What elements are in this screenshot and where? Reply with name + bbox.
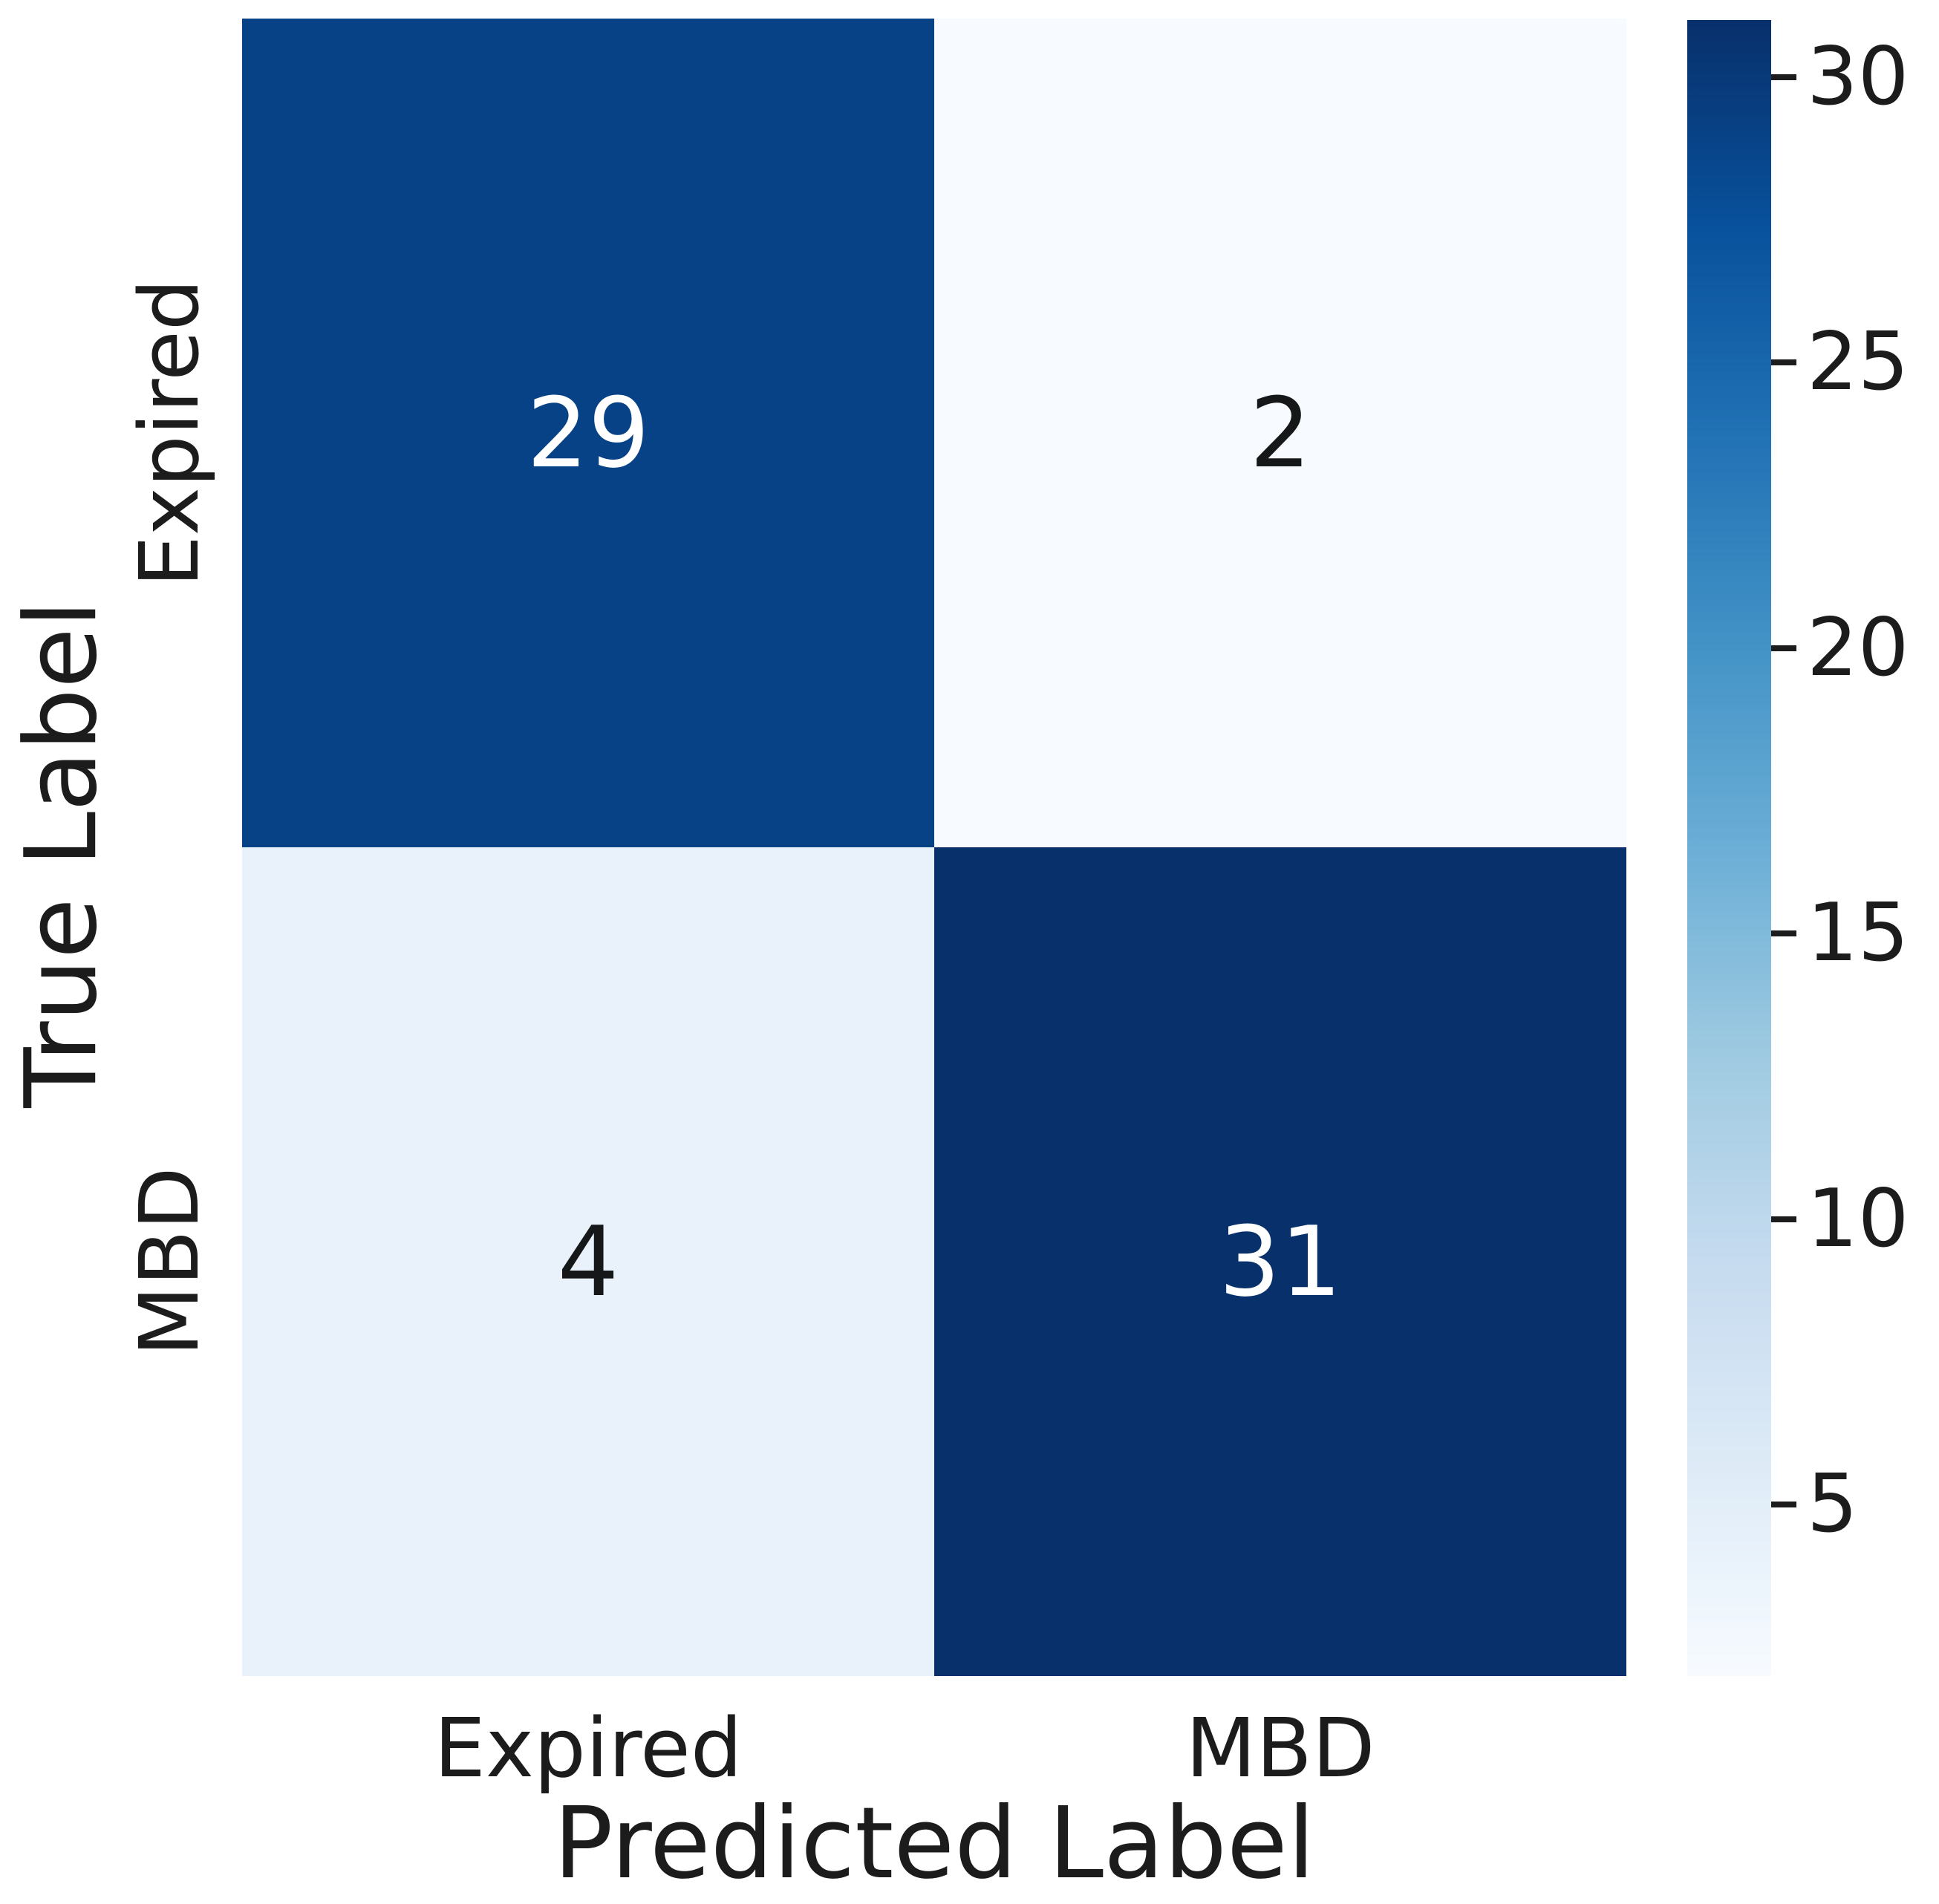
cell-annotation: 29 [527,376,650,489]
colorbar-tick-mark [1771,1502,1796,1508]
colorbar-tick-mark [1771,1216,1796,1222]
x-tick-label-mbd: MBD [1185,1701,1375,1796]
colorbar-tick-25: 25 [1771,322,1909,402]
heatmap-cell-expired-expired: 29 [242,19,934,847]
colorbar-tick-label: 25 [1807,316,1909,409]
x-axis-title: Predicted Label [553,1787,1315,1901]
heatmap-cell-expired-mbd: 2 [934,19,1626,847]
colorbar-tick-mark [1771,359,1796,366]
colorbar-tick-mark [1771,645,1796,651]
colorbar [1687,20,1771,1676]
colorbar-tick-container: 30 25 20 15 10 5 [1771,20,1939,1676]
colorbar-tick-label: 10 [1807,1172,1909,1265]
colorbar-tick-10: 10 [1771,1172,1909,1265]
colorbar-tick-5: 5 [1771,1464,1858,1545]
colorbar-tick-mark [1771,74,1796,80]
colorbar-tick-15: 15 [1771,893,1909,974]
y-tick-label-mbd: MBD [122,1167,217,1357]
colorbar-tick-label: 30 [1807,30,1909,123]
x-tick-label-expired: Expired [434,1701,743,1796]
cell-annotation: 4 [557,1205,619,1318]
colorbar-tick-label: 15 [1807,887,1909,980]
y-axis-title: True Label [4,600,120,1108]
y-tick-label-expired: Expired [122,278,217,587]
colorbar-tick-label: 5 [1807,1458,1858,1551]
heatmap-cell-mbd-mbd: 31 [934,847,1626,1676]
cell-annotation: 31 [1219,1205,1342,1318]
colorbar-tick-mark [1771,930,1796,937]
colorbar-tick-20: 20 [1771,601,1909,694]
cell-annotation: 2 [1249,376,1311,489]
colorbar-tick-30: 30 [1771,30,1909,123]
colorbar-tick-label: 20 [1807,601,1909,694]
heatmap-cell-mbd-expired: 4 [242,847,934,1676]
heatmap-grid: 29 2 4 31 [242,19,1626,1676]
